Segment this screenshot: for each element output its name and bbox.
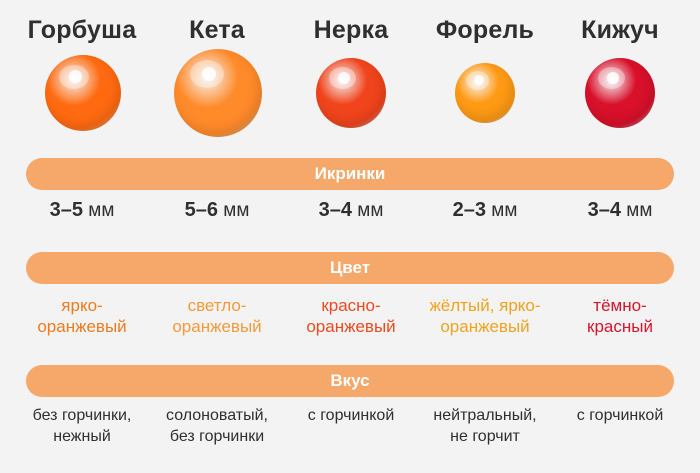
grain-size-value: 3–5 — [49, 199, 83, 221]
egg-glare — [598, 67, 625, 89]
taste-description: без горчинки, нежный — [6, 405, 158, 447]
grain-size-unit: мм — [88, 200, 115, 221]
grain-size: 3–5 мм — [12, 199, 152, 222]
color-line: светло- — [187, 296, 247, 315]
color-description: тёмно- красный — [550, 295, 690, 337]
fish-column-kizhuch: Кижуч 3–4 мм тёмно- красный с горчинкой — [550, 0, 690, 473]
grain-size: 3–4 мм — [281, 199, 421, 222]
taste-description: нейтральный, не горчит — [409, 405, 561, 447]
taste-line: с горчинкой — [307, 407, 395, 424]
section-band-grains: Икринки — [26, 158, 674, 190]
grain-size: 3–4 мм — [550, 199, 690, 222]
color-description: светло- оранжевый — [147, 295, 287, 337]
grain-size-value: 2–3 — [452, 199, 486, 221]
grain-size-unit: мм — [357, 200, 384, 221]
color-line: оранжевый — [306, 317, 396, 336]
fish-name: Кета — [189, 16, 245, 44]
grain-size-value: 3–4 — [318, 199, 352, 221]
egg-glare — [59, 65, 89, 89]
taste-line: без горчинки, — [32, 407, 132, 424]
roe-egg-icon — [455, 63, 515, 123]
grain-size-unit: мм — [491, 200, 518, 221]
egg-highlight — [202, 67, 216, 81]
roe-egg-icon — [316, 58, 386, 128]
roe-egg-icon — [174, 49, 262, 137]
grain-size-value: 5–6 — [184, 199, 218, 221]
taste-line: с горчинкой — [576, 407, 664, 424]
grain-size: 5–6 мм — [147, 199, 287, 222]
grain-size-unit: мм — [626, 200, 653, 221]
fish-column-forel: Форель 2–3 мм жёлтый, ярко- оранжевый не… — [415, 0, 555, 473]
color-line: красный — [587, 317, 653, 336]
roe-egg-icon — [45, 55, 121, 131]
section-band-color: Цвет — [26, 252, 674, 284]
taste-line: нежный — [53, 428, 111, 445]
color-line: тёмно- — [593, 296, 647, 315]
grain-size-value: 3–4 — [587, 199, 621, 221]
egg-highlight — [607, 72, 619, 84]
color-line: оранжевый — [37, 317, 127, 336]
fish-name: Кижуч — [581, 16, 659, 44]
taste-description: солоноватый, без горчинки — [141, 405, 293, 447]
taste-line: солоноватый, — [166, 407, 268, 424]
grain-size-unit: мм — [223, 200, 250, 221]
egg-highlight — [69, 70, 82, 83]
fish-name: Нерка — [313, 16, 389, 44]
color-description: красно- оранжевый — [281, 295, 421, 337]
roe-egg-icon — [585, 58, 655, 128]
fish-name: Форель — [435, 16, 535, 44]
color-line: жёлтый, ярко- — [429, 296, 541, 315]
taste-line: нейтральный, — [433, 407, 537, 424]
fish-column-keta: Кета 5–6 мм светло- оранжевый солоноваты… — [147, 0, 287, 473]
fish-column-gorbusha: Горбуша 3–5 мм ярко- оранжевый без горчи… — [12, 0, 152, 473]
taste-line: не горчит — [450, 428, 520, 445]
fish-name: Горбуша — [27, 16, 137, 44]
color-description: жёлтый, ярко- оранжевый — [415, 295, 555, 337]
egg-glare — [329, 67, 356, 89]
taste-line: без горчинки — [169, 428, 265, 445]
egg-glare — [190, 60, 224, 88]
taste-description: с горчинкой — [544, 405, 696, 426]
egg-highlight — [474, 75, 484, 85]
fish-column-nerka: Нерка 3–4 мм красно- оранжевый с горчинк… — [281, 0, 421, 473]
taste-description: с горчинкой — [275, 405, 427, 426]
color-description: ярко- оранжевый — [12, 295, 152, 337]
color-line: оранжевый — [440, 317, 530, 336]
color-line: оранжевый — [172, 317, 262, 336]
color-line: красно- — [321, 296, 381, 315]
egg-highlight — [338, 72, 350, 84]
section-band-taste: Вкус — [26, 365, 674, 397]
grain-size: 2–3 мм — [415, 199, 555, 222]
egg-glare — [466, 71, 489, 90]
color-line: ярко- — [61, 296, 103, 315]
